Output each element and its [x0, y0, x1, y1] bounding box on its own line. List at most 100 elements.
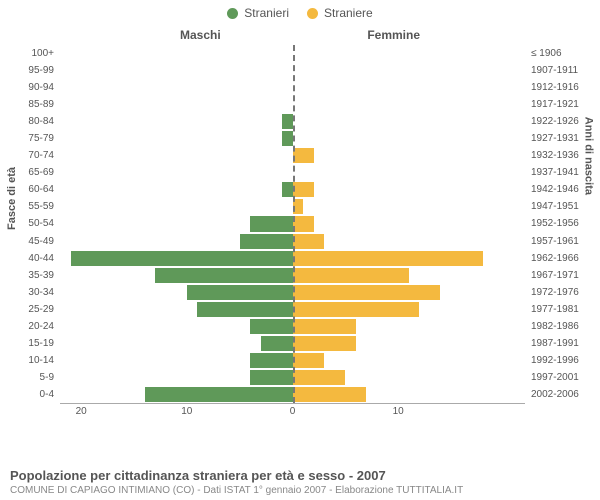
birth-year-label: 2002-2006 [525, 389, 593, 400]
bar-male-container [60, 46, 293, 61]
bar-male-container [60, 148, 293, 163]
bar-male [250, 319, 292, 334]
birth-year-label: 1907-1911 [525, 65, 593, 76]
bar-male-container [60, 199, 293, 214]
x-tick: 20 [76, 406, 87, 417]
birth-year-label: 1977-1981 [525, 304, 593, 315]
x-tick: 10 [393, 406, 404, 417]
x-axis: 2010010 [60, 403, 525, 425]
bar-female [293, 268, 409, 283]
bar-female-container [293, 216, 526, 231]
bar-female [293, 319, 356, 334]
bar-male-container [60, 182, 293, 197]
age-label: 35-39 [10, 270, 60, 281]
age-label: 30-34 [10, 287, 60, 298]
chart-area: 100+≤ 190695-991907-191190-941912-191685… [60, 45, 525, 425]
bar-male-container [60, 353, 293, 368]
age-label: 55-59 [10, 201, 60, 212]
bar-female [293, 285, 441, 300]
bar-male [187, 285, 293, 300]
bar-male-container [60, 131, 293, 146]
age-label: 100+ [10, 48, 60, 59]
bar-female-container [293, 353, 526, 368]
bar-female-container [293, 148, 526, 163]
caption: Popolazione per cittadinanza straniera p… [10, 468, 590, 496]
age-label: 45-49 [10, 236, 60, 247]
bar-male-container [60, 63, 293, 78]
birth-year-label: 1912-1916 [525, 82, 593, 93]
legend-swatch-female [307, 8, 318, 19]
birth-year-label: 1932-1936 [525, 150, 593, 161]
bar-male-container [60, 234, 293, 249]
birth-year-label: 1992-1996 [525, 355, 593, 366]
bar-female [293, 182, 314, 197]
chart-container: Stranieri Straniere Maschi Femmine Fasce… [0, 0, 600, 500]
birth-year-label: 1967-1971 [525, 270, 593, 281]
birth-year-label: 1922-1926 [525, 116, 593, 127]
age-label: 60-64 [10, 184, 60, 195]
bar-female-container [293, 199, 526, 214]
bar-female-container [293, 182, 526, 197]
bar-female-container [293, 285, 526, 300]
legend-item-male: Stranieri [227, 6, 289, 20]
age-label: 40-44 [10, 253, 60, 264]
bar-male-container [60, 336, 293, 351]
bar-male-container [60, 370, 293, 385]
bar-male-container [60, 387, 293, 402]
age-label: 25-29 [10, 304, 60, 315]
bar-male [197, 302, 292, 317]
legend-item-female: Straniere [307, 6, 373, 20]
age-label: 80-84 [10, 116, 60, 127]
bar-female [293, 148, 314, 163]
caption-subtitle: COMUNE DI CAPIAGO INTIMIANO (CO) - Dati … [10, 485, 590, 496]
bar-male [282, 131, 293, 146]
birth-year-label: 1987-1991 [525, 338, 593, 349]
birth-year-label: 1962-1966 [525, 253, 593, 264]
birth-year-label: 1937-1941 [525, 167, 593, 178]
bar-female-container [293, 165, 526, 180]
bar-female [293, 234, 325, 249]
legend-swatch-male [227, 8, 238, 19]
birth-year-label: 1972-1976 [525, 287, 593, 298]
birth-year-label: ≤ 1906 [525, 48, 593, 59]
bar-male [155, 268, 292, 283]
bar-female [293, 353, 325, 368]
bar-female-container [293, 268, 526, 283]
age-label: 20-24 [10, 321, 60, 332]
age-label: 10-14 [10, 355, 60, 366]
bar-male-container [60, 165, 293, 180]
bar-female-container [293, 46, 526, 61]
bar-female [293, 370, 346, 385]
bar-male [71, 251, 293, 266]
bar-female-container [293, 387, 526, 402]
bar-male [250, 216, 292, 231]
caption-title: Popolazione per cittadinanza straniera p… [10, 468, 590, 483]
bar-female-container [293, 302, 526, 317]
bar-male [145, 387, 293, 402]
birth-year-label: 1982-1986 [525, 321, 593, 332]
bar-female-container [293, 319, 526, 334]
bar-male-container [60, 216, 293, 231]
bar-male [240, 234, 293, 249]
age-label: 75-79 [10, 133, 60, 144]
birth-year-label: 1942-1946 [525, 184, 593, 195]
bar-male [261, 336, 293, 351]
center-divider [293, 45, 295, 403]
age-label: 5-9 [10, 372, 60, 383]
bar-female-container [293, 97, 526, 112]
x-tick: 10 [181, 406, 192, 417]
birth-year-label: 1952-1956 [525, 218, 593, 229]
bar-female [293, 216, 314, 231]
bar-male-container [60, 114, 293, 129]
bar-male-container [60, 319, 293, 334]
bar-female [293, 302, 420, 317]
header-female: Femmine [367, 28, 420, 42]
bar-male [250, 370, 292, 385]
bar-male-container [60, 285, 293, 300]
bar-female-container [293, 63, 526, 78]
bar-female-container [293, 114, 526, 129]
birth-year-label: 1947-1951 [525, 201, 593, 212]
bar-male-container [60, 268, 293, 283]
bar-female-container [293, 370, 526, 385]
age-label: 50-54 [10, 218, 60, 229]
